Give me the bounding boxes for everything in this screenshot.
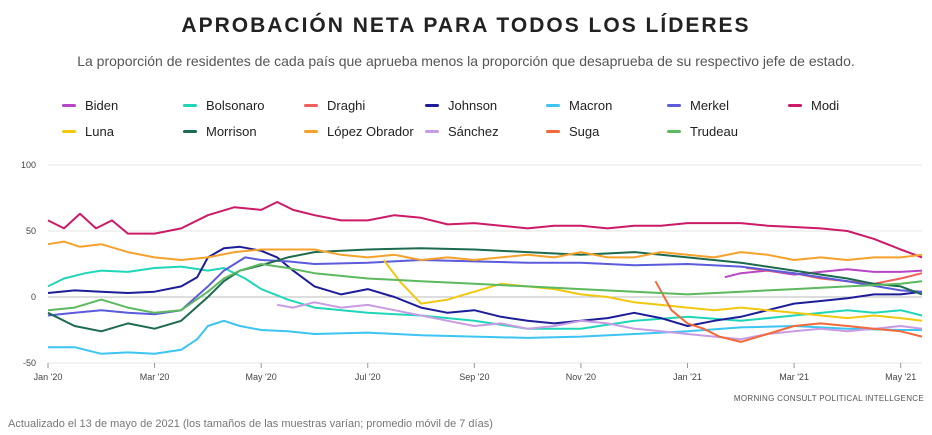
legend-item[interactable]: Morrison (183, 124, 257, 139)
y-tick-label: -50 (23, 358, 36, 368)
legend-label: Johnson (448, 98, 498, 113)
legend-item[interactable]: Draghi (304, 98, 365, 113)
legend-label: Sánchez (448, 124, 499, 139)
legend-swatch (304, 130, 318, 133)
chart-plot-area: 100 50 0 -50 Jan '20 Mar '20 May '20 Jul '20 Sep… (21, 160, 923, 382)
legend-label: Suga (569, 124, 600, 139)
legend-swatch (425, 104, 439, 107)
y-tick-label: 100 (21, 160, 36, 170)
legend-label: Draghi (327, 98, 366, 113)
legend-item[interactable]: Merkel (667, 98, 729, 113)
series-lines: BidenBolsonaroDraghiJohnsonMacronMerkelM… (47, 201, 923, 355)
series-line[interactable]: Suga (654, 280, 923, 343)
series-line[interactable]: Luna (382, 259, 923, 322)
gridlines (48, 164, 922, 364)
legend-item[interactable]: López Obrador (304, 124, 414, 139)
chart-title: APROBACIÓN NETA PARA TODOS LOS LÍDERES (181, 14, 751, 37)
legend-label: Merkel (690, 98, 730, 113)
legend-label: Luna (85, 124, 114, 139)
series-line[interactable]: Macron (48, 319, 922, 355)
legend-item[interactable]: Trudeau (667, 124, 738, 139)
legend-swatch (546, 104, 560, 107)
x-tick-label: Jan '21 (673, 372, 702, 382)
footnote: Actualizado el 13 de mayo de 2021 (los t… (8, 418, 493, 430)
y-tick-label: 50 (26, 226, 36, 236)
legend-swatch (425, 130, 439, 133)
legend-item[interactable]: Suga (546, 124, 599, 139)
legend-swatch (788, 104, 802, 107)
series-line[interactable]: Morrison (47, 247, 923, 333)
x-tick-label: Nov '20 (566, 372, 596, 382)
legend-swatch (62, 130, 76, 133)
legend-item[interactable]: Sánchez (425, 124, 499, 139)
series-line[interactable]: Biden (724, 268, 923, 279)
legend-item[interactable]: Modi (788, 98, 839, 113)
legend-item[interactable]: Macron (546, 98, 612, 113)
x-tick-label: Mar '20 (140, 372, 170, 382)
series-line[interactable]: Merkel (47, 256, 923, 317)
x-tick-label: May '21 (885, 372, 916, 382)
legend-swatch (183, 104, 197, 107)
x-tick-label: Sep '20 (459, 372, 489, 382)
legend-swatch (304, 104, 318, 107)
legend-item[interactable]: Biden (62, 98, 118, 113)
series-line[interactable]: López Obrador (47, 240, 923, 261)
series-line[interactable]: Modi (47, 201, 923, 259)
x-tick-label: Mar '21 (779, 372, 809, 382)
legend-swatch (667, 130, 681, 133)
legend-item[interactable]: Luna (62, 124, 114, 139)
x-tick-label: Jan '20 (34, 372, 63, 382)
x-tick-label: Jul '20 (355, 372, 381, 382)
legend-swatch (183, 130, 197, 133)
legend-label: Trudeau (690, 124, 738, 139)
legend-label: Morrison (206, 124, 257, 139)
legend-label: Bolsonaro (206, 98, 265, 113)
y-tick-label: 0 (31, 292, 36, 302)
legend-swatch (667, 104, 681, 107)
legend-swatch (546, 130, 560, 133)
chart-subtitle: La proporción de residentes de cada país… (77, 53, 855, 69)
series-line[interactable]: Sánchez (277, 301, 923, 341)
legend-item[interactable]: Bolsonaro (183, 98, 265, 113)
legend-label: López Obrador (327, 124, 414, 139)
x-tick-label: May '20 (246, 372, 277, 382)
series-line[interactable]: Trudeau (47, 263, 923, 314)
legend-item[interactable]: Johnson (425, 98, 497, 113)
legend-label: Macron (569, 98, 613, 113)
source-credit: MORNING CONSULT POLITICAL INTELLGENCE (733, 394, 924, 403)
legend-label: Biden (85, 98, 119, 113)
legend-swatch (62, 104, 76, 107)
series-line[interactable]: Bolsonaro (47, 265, 923, 330)
legend-label: Modi (811, 98, 840, 113)
axis-labels: 100 50 0 -50 Jan '20 Mar '20 May '20 Jul '20 Sep… (21, 160, 916, 382)
